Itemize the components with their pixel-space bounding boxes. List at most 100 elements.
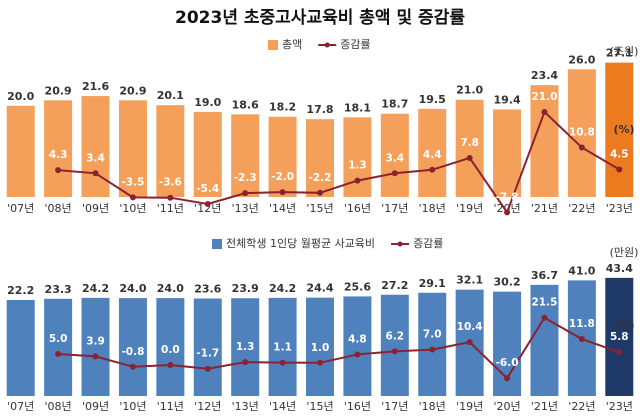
point bbox=[616, 349, 623, 356]
point bbox=[541, 314, 548, 321]
x-tick-label: '16년 bbox=[344, 202, 371, 215]
unit-label: (%) bbox=[613, 319, 634, 332]
x-tick-label: '08년 bbox=[45, 400, 72, 413]
point bbox=[204, 200, 211, 207]
x-tick-label: '12년 bbox=[194, 400, 221, 413]
point bbox=[317, 189, 323, 196]
x-tick-label: '15년 bbox=[306, 202, 333, 215]
bar bbox=[268, 116, 297, 197]
bar bbox=[306, 297, 334, 396]
line-value-label: 1.0 bbox=[311, 342, 330, 354]
point bbox=[279, 359, 286, 366]
value-label: 18.7 bbox=[381, 98, 408, 111]
x-tick-label: '10년 bbox=[119, 202, 146, 215]
value-label: 18.1 bbox=[344, 101, 371, 114]
value-label: 32.1 bbox=[456, 274, 483, 287]
line-value-label: 4.8 bbox=[348, 333, 367, 345]
value-label: 24.0 bbox=[157, 282, 184, 295]
line-value-label: 1.3 bbox=[236, 341, 255, 353]
x-tick-label: '20년 bbox=[493, 400, 520, 413]
value-label: 30.2 bbox=[493, 276, 520, 289]
point bbox=[55, 351, 62, 357]
x-tick-label: '11년 bbox=[157, 202, 184, 215]
line-value-label: -2.0 bbox=[271, 171, 294, 183]
line-value-label: 5.8 bbox=[610, 331, 629, 343]
line-value-label: 7.0 bbox=[423, 329, 442, 341]
x-tick-label: '16년 bbox=[344, 400, 371, 413]
point bbox=[354, 351, 361, 358]
bar bbox=[193, 111, 222, 197]
bar bbox=[380, 113, 409, 197]
legend-label: 증감률 bbox=[340, 38, 370, 51]
legend-label: 총액 bbox=[282, 38, 302, 51]
x-tick-label: '07년 bbox=[7, 202, 34, 215]
line-value-label: 10.4 bbox=[457, 321, 483, 333]
value-label: 23.6 bbox=[194, 283, 221, 296]
point bbox=[317, 359, 323, 366]
value-label: 24.2 bbox=[269, 282, 296, 295]
line-value-label: -3.5 bbox=[121, 176, 144, 188]
bar bbox=[156, 105, 185, 197]
x-tick-label: '09년 bbox=[82, 202, 109, 215]
legend-swatch bbox=[268, 40, 278, 50]
point bbox=[429, 346, 436, 353]
point bbox=[129, 363, 136, 370]
bar bbox=[44, 298, 73, 396]
line-value-label: 3.4 bbox=[86, 152, 105, 164]
unit-label: (조원) bbox=[610, 45, 639, 58]
line-value-label: 10.8 bbox=[569, 126, 595, 138]
x-tick-label: '12년 bbox=[194, 202, 221, 215]
point bbox=[429, 166, 436, 173]
legend-swatch bbox=[397, 241, 403, 247]
x-tick-label: '21년 bbox=[531, 202, 558, 215]
value-label: 17.8 bbox=[306, 103, 333, 116]
bar bbox=[156, 298, 185, 396]
value-label: 27.2 bbox=[381, 279, 408, 292]
line bbox=[58, 110, 620, 215]
value-label: 26.0 bbox=[568, 53, 595, 66]
x-tick-label: '17년 bbox=[381, 202, 408, 215]
point bbox=[279, 189, 286, 196]
value-label: 20.9 bbox=[119, 84, 146, 97]
bar bbox=[118, 100, 147, 197]
bar bbox=[6, 299, 35, 396]
x-tick-label: '10년 bbox=[119, 400, 146, 413]
x-tick-label: '21년 bbox=[531, 400, 558, 413]
value-label: 21.0 bbox=[456, 84, 483, 97]
x-tick-label: '14년 bbox=[269, 202, 296, 215]
x-tick-label: '23년 bbox=[606, 202, 633, 215]
x-tick-label: '19년 bbox=[456, 400, 483, 413]
value-label: 18.2 bbox=[269, 101, 296, 114]
legend-label: 증감률 bbox=[413, 237, 443, 250]
value-label: 19.5 bbox=[419, 93, 446, 106]
x-tick-label: '18년 bbox=[419, 202, 446, 215]
bar bbox=[343, 117, 372, 197]
bar bbox=[418, 292, 447, 396]
point bbox=[242, 359, 249, 366]
point bbox=[578, 336, 585, 343]
x-tick-label: '23년 bbox=[606, 400, 633, 413]
value-label: 36.7 bbox=[531, 269, 558, 282]
value-label: 20.0 bbox=[7, 90, 34, 103]
line-value-label: -7.8 bbox=[496, 191, 519, 203]
legend-swatch bbox=[212, 239, 222, 249]
x-tick-label: '22년 bbox=[568, 202, 595, 215]
line-value-label: 5.0 bbox=[49, 333, 68, 345]
bar bbox=[530, 284, 559, 396]
x-tick-label: '09년 bbox=[82, 400, 109, 413]
value-label: 20.1 bbox=[157, 89, 184, 102]
x-tick-label: '15년 bbox=[306, 400, 333, 413]
point bbox=[504, 209, 511, 216]
bar bbox=[231, 114, 260, 197]
line-value-label: 4.3 bbox=[49, 149, 68, 161]
point bbox=[391, 170, 398, 177]
point bbox=[242, 190, 249, 197]
x-tick-label: '13년 bbox=[232, 202, 259, 215]
x-tick-label: '19년 bbox=[456, 202, 483, 215]
bar bbox=[530, 85, 559, 197]
x-tick-label: '11년 bbox=[157, 400, 184, 413]
point bbox=[129, 194, 136, 201]
value-label: 24.2 bbox=[82, 282, 109, 295]
line-value-label: 3.4 bbox=[386, 152, 405, 164]
